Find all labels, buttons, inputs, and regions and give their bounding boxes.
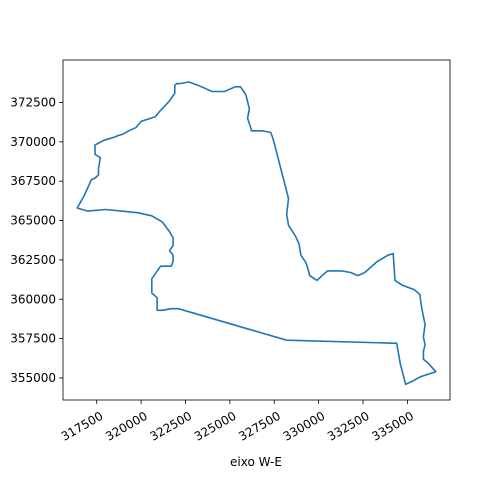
series-line-0: [76, 81, 437, 386]
x-tick-label: 327500: [236, 409, 283, 444]
x-axis: 3175003200003225003250003275003300003325…: [59, 400, 416, 444]
x-tick-label: 332500: [325, 409, 372, 444]
x-tick-label: 322500: [148, 409, 195, 444]
y-tick-label: 372500: [10, 96, 56, 110]
y-tick-label: 355000: [10, 371, 56, 385]
y-tick-label: 367500: [10, 174, 56, 188]
plot-area: [63, 60, 450, 400]
y-tick-label: 360000: [10, 292, 56, 306]
y-tick-label: 365000: [10, 214, 56, 228]
x-tick-label: 325000: [192, 409, 239, 444]
y-tick-label: 370000: [10, 135, 56, 149]
x-tick-label: 335000: [369, 409, 416, 444]
x-tick-label: 330000: [281, 409, 328, 444]
x-tick-label: 320000: [103, 409, 150, 444]
y-tick-label: 357500: [10, 332, 56, 346]
y-axis: 355000 357500 360000 362500 365000 367500 3700…: [10, 96, 63, 385]
series-layer: [76, 81, 437, 386]
x-axis-label: eixo W-E: [230, 455, 282, 469]
x-tick-label: 317500: [59, 409, 106, 444]
plot-frame: [62, 59, 451, 401]
y-tick-label: 362500: [10, 253, 56, 267]
